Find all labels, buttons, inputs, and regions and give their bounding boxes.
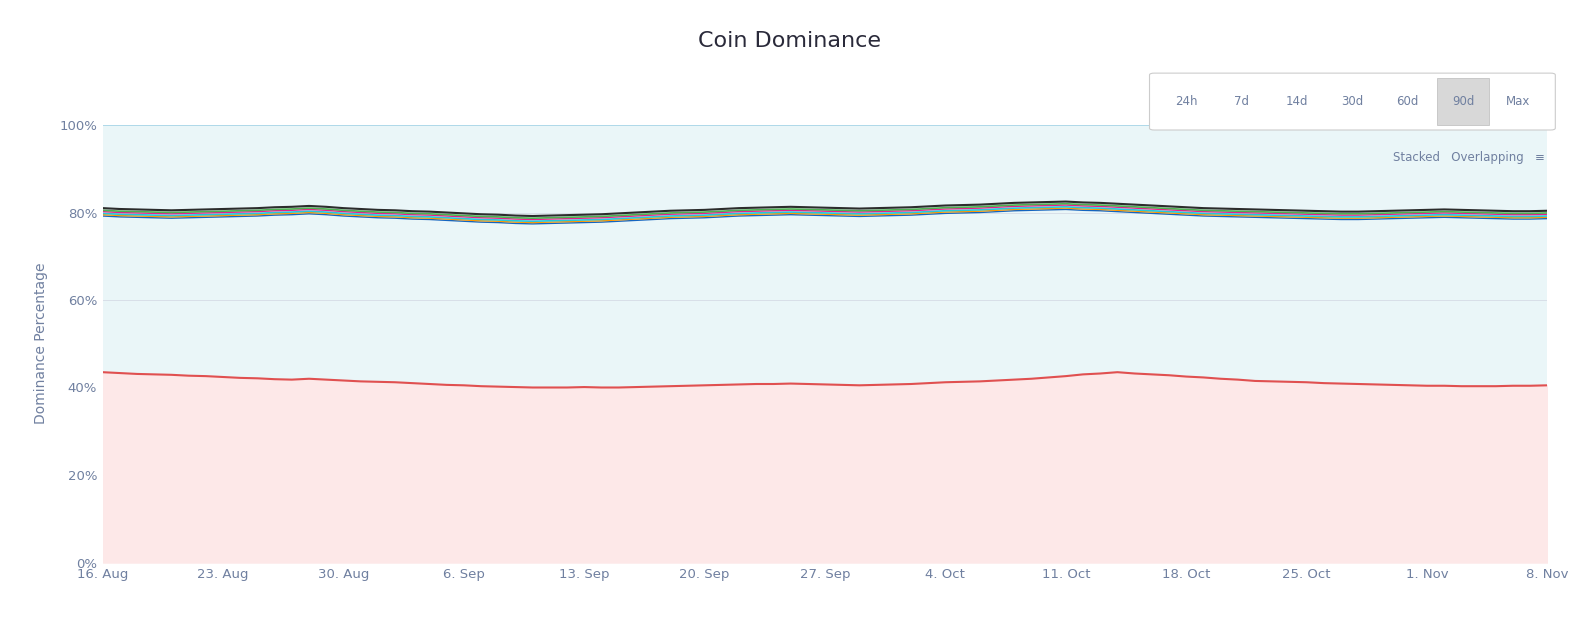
- Text: Coin Dominance: Coin Dominance: [698, 31, 881, 51]
- Text: Max: Max: [1506, 95, 1530, 108]
- Text: 24h: 24h: [1175, 95, 1198, 108]
- Text: 14d: 14d: [1285, 95, 1309, 108]
- Text: 7d: 7d: [1235, 95, 1249, 108]
- Y-axis label: Dominance Percentage: Dominance Percentage: [35, 263, 47, 424]
- Text: 30d: 30d: [1341, 95, 1364, 108]
- Text: 90d: 90d: [1451, 95, 1475, 108]
- Text: 60d: 60d: [1396, 95, 1420, 108]
- Text: Stacked   Overlapping   ≡: Stacked Overlapping ≡: [1393, 151, 1544, 164]
